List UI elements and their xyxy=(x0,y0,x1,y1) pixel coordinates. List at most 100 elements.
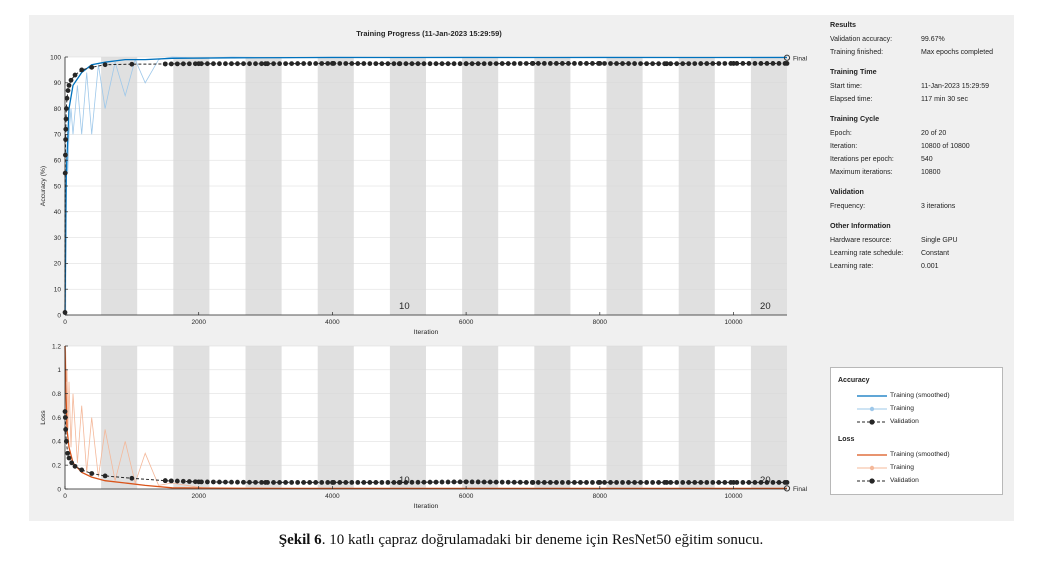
validation-point xyxy=(560,61,565,66)
validation-point xyxy=(361,480,366,485)
validation-point xyxy=(169,62,174,67)
results-key: Hardware resource: xyxy=(830,234,891,247)
results-key: Elapsed time: xyxy=(830,93,872,106)
validation-point xyxy=(89,65,94,70)
validation-point xyxy=(67,456,72,461)
final-label: Final xyxy=(793,486,808,493)
validation-point xyxy=(337,61,342,66)
y-tick-label: 1 xyxy=(57,367,61,374)
validation-point xyxy=(63,137,68,142)
validation-point xyxy=(765,480,770,485)
validation-point xyxy=(777,480,782,485)
validation-point xyxy=(289,480,294,485)
validation-point xyxy=(716,480,721,485)
validation-point xyxy=(584,61,589,66)
validation-point xyxy=(367,480,372,485)
results-value: Single GPU xyxy=(921,234,958,247)
results-row: Validation accuracy: 99.67% xyxy=(830,33,1030,46)
validation-point xyxy=(199,479,204,484)
validation-point xyxy=(416,480,421,485)
validation-point xyxy=(392,480,397,485)
validation-point xyxy=(271,61,276,66)
validation-point xyxy=(626,480,631,485)
validation-point xyxy=(452,61,457,66)
legend-loss-title: Loss xyxy=(838,436,854,443)
validation-point xyxy=(307,61,312,66)
validation-point xyxy=(566,61,571,66)
validation-point xyxy=(355,61,360,66)
validation-point xyxy=(740,480,745,485)
validation-point xyxy=(79,468,84,473)
validation-point xyxy=(193,479,198,484)
accuracy-axes: 10 20Final0 2000 4000 6000 8000 10000010203040… xyxy=(40,54,808,336)
x-tick-label: 2000 xyxy=(191,493,206,500)
validation-point xyxy=(590,61,595,66)
validation-point xyxy=(674,61,679,66)
validation-point xyxy=(169,478,174,483)
results-value: 10800 xyxy=(921,166,940,179)
results-row: Frequency: 3 iterations xyxy=(830,200,1030,213)
validation-point xyxy=(650,61,655,66)
validation-point xyxy=(488,61,493,66)
validation-point xyxy=(506,61,511,66)
validation-point xyxy=(349,480,354,485)
validation-point xyxy=(229,480,234,485)
validation-point xyxy=(783,480,788,485)
validation-point xyxy=(506,480,511,485)
validation-point xyxy=(428,480,433,485)
validation-point xyxy=(759,480,764,485)
results-panel: Results Validation accuracy: 99.67% Trainin… xyxy=(830,20,1030,273)
validation-point xyxy=(518,480,523,485)
validation-point xyxy=(265,61,270,66)
y-tick-label: 20 xyxy=(54,261,62,268)
validation-point xyxy=(385,480,390,485)
x-tick-label: 4000 xyxy=(325,319,340,326)
validation-point xyxy=(704,480,709,485)
x-tick-label: 6000 xyxy=(459,319,474,326)
caption-label: Şekil 6 xyxy=(279,532,322,548)
y-axis-label: Accuracy (%) xyxy=(40,166,47,206)
validation-point xyxy=(241,61,246,66)
results-value: 10800 of 10800 xyxy=(921,140,970,153)
validation-point xyxy=(247,61,252,66)
validation-point xyxy=(235,480,240,485)
validation-point xyxy=(710,61,715,66)
validation-point xyxy=(644,480,649,485)
validation-point xyxy=(710,480,715,485)
validation-point xyxy=(277,61,282,66)
validation-point xyxy=(103,62,108,67)
caption-text: . 10 katlı çapraz doğrulamadaki bir dene… xyxy=(322,532,764,548)
validation-point xyxy=(361,61,366,66)
validation-point xyxy=(638,480,643,485)
results-key: Maximum iterations: xyxy=(830,166,893,179)
validation-point xyxy=(578,480,583,485)
validation-point xyxy=(584,480,589,485)
validation-point xyxy=(187,479,192,484)
validation-point xyxy=(572,61,577,66)
validation-point xyxy=(524,61,529,66)
validation-point xyxy=(398,61,403,66)
validation-point xyxy=(63,127,68,132)
validation-point xyxy=(458,61,463,66)
validation-point xyxy=(734,61,739,66)
x-tick-label: 10000 xyxy=(724,319,742,326)
validation-point xyxy=(686,480,691,485)
validation-point xyxy=(512,480,517,485)
results-key: Training finished: xyxy=(830,46,883,59)
validation-point xyxy=(253,480,258,485)
validation-point xyxy=(482,480,487,485)
validation-point xyxy=(181,479,186,484)
validation-point xyxy=(734,480,739,485)
validation-point xyxy=(777,61,782,66)
y-tick-label: 0.8 xyxy=(52,391,61,398)
validation-point xyxy=(373,480,378,485)
results-key: Validation accuracy: xyxy=(830,33,892,46)
validation-point xyxy=(626,61,631,66)
validation-point xyxy=(217,480,222,485)
validation-point xyxy=(373,61,378,66)
x-axis-label: Iteration xyxy=(414,329,439,336)
validation-point xyxy=(434,61,439,66)
validation-point xyxy=(482,61,487,66)
y-tick-label: 10 xyxy=(54,287,62,294)
validation-point xyxy=(410,480,415,485)
